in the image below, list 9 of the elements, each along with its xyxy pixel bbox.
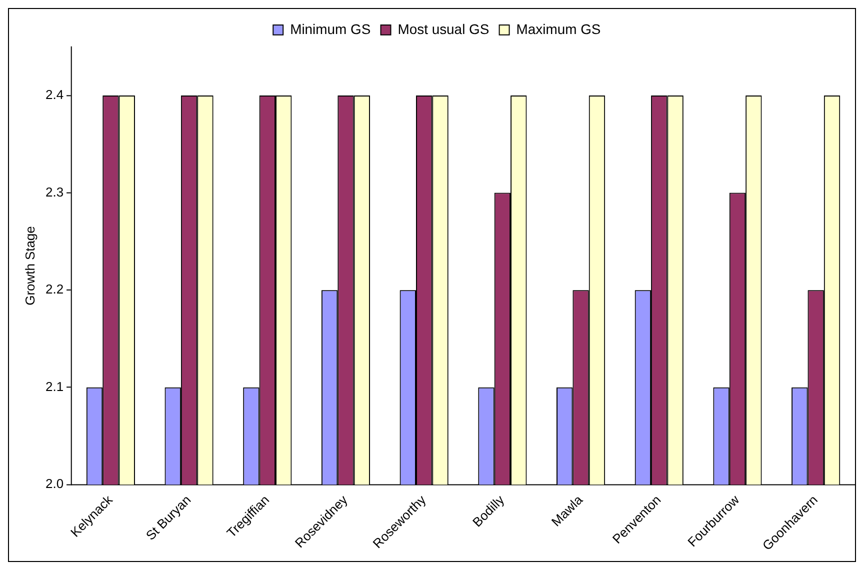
y-tick-label: 2.2	[46, 282, 64, 297]
y-axis-title: Growth Stage	[22, 226, 38, 306]
y-tick-label: 2.0	[46, 476, 64, 492]
y-tick-label: 2.1	[46, 378, 64, 394]
legend-label: Maximum GS	[516, 20, 601, 37]
legend-label: Most usual GS	[398, 20, 490, 37]
y-tick-label: 2.4	[46, 87, 64, 102]
legend-label: Minimum GS	[290, 20, 371, 37]
y-tick-label: 2.3	[46, 184, 64, 200]
